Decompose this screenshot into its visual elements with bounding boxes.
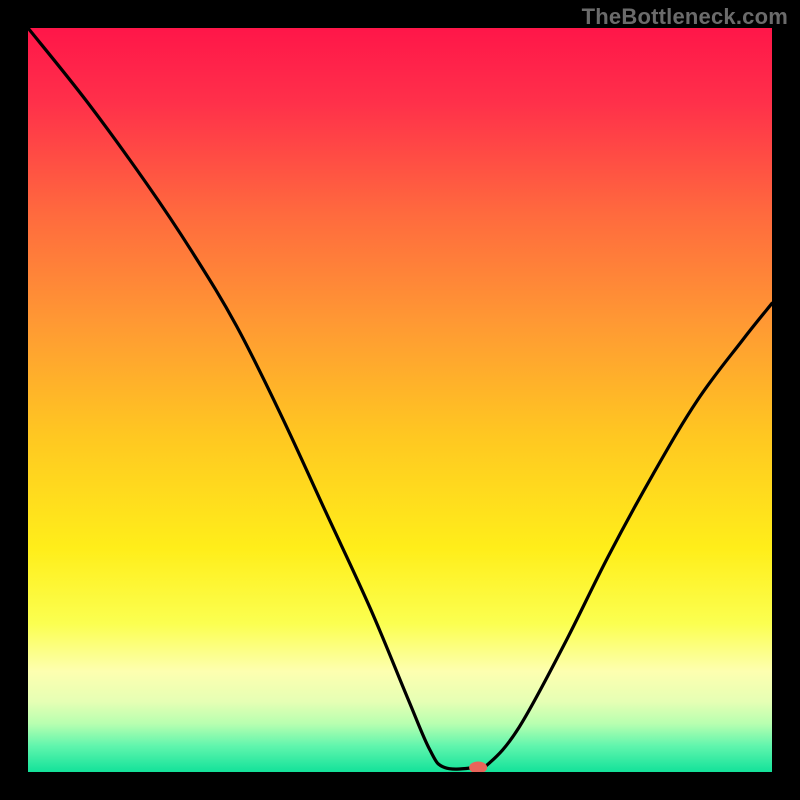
watermark-text: TheBottleneck.com bbox=[582, 4, 788, 30]
optimal-point-marker bbox=[469, 762, 487, 774]
bottleneck-chart bbox=[0, 0, 800, 800]
chart-container: TheBottleneck.com bbox=[0, 0, 800, 800]
chart-background bbox=[28, 28, 772, 772]
